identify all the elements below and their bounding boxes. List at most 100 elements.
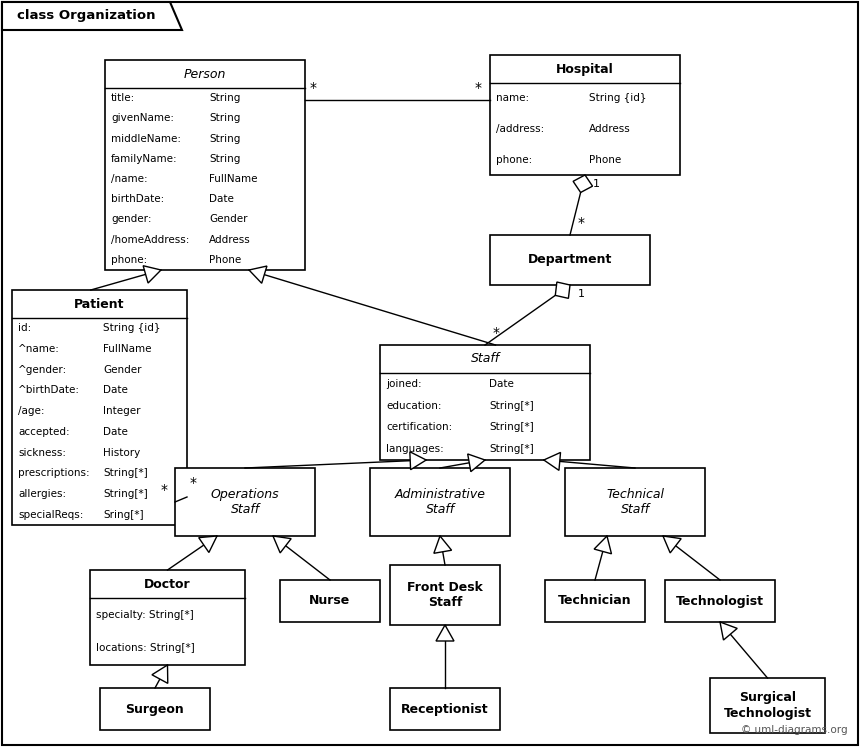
Polygon shape (663, 536, 681, 553)
Text: Patient: Patient (74, 297, 125, 311)
Polygon shape (556, 282, 570, 298)
Polygon shape (594, 536, 611, 554)
Text: Sring[*]: Sring[*] (103, 509, 144, 520)
Text: *: * (310, 81, 317, 95)
Text: Gender: Gender (209, 214, 248, 224)
Text: *: * (190, 476, 197, 490)
Polygon shape (410, 452, 427, 470)
Text: 1: 1 (593, 179, 600, 189)
Bar (90, 570, 245, 665)
Text: String[*]: String[*] (103, 489, 148, 499)
Text: String[*]: String[*] (489, 444, 534, 454)
Text: String: String (209, 93, 241, 103)
Text: givenName:: givenName: (111, 114, 174, 123)
Text: Nurse: Nurse (310, 595, 351, 607)
Text: *: * (161, 483, 168, 497)
Text: Administrative
Staff: Administrative Staff (395, 488, 486, 516)
Text: String: String (209, 154, 241, 164)
Text: ^name:: ^name: (18, 344, 60, 354)
Text: allergies:: allergies: (18, 489, 66, 499)
Bar (565, 468, 705, 536)
Text: Technician: Technician (558, 595, 632, 607)
Polygon shape (2, 2, 182, 30)
Bar (710, 678, 825, 733)
Bar (390, 688, 500, 730)
Text: ^birthDate:: ^birthDate: (18, 385, 80, 395)
Text: Front Desk
Staff: Front Desk Staff (407, 581, 483, 609)
Text: FullName: FullName (209, 174, 257, 184)
Bar (370, 468, 510, 536)
Text: title:: title: (111, 93, 135, 103)
Text: Phone: Phone (209, 255, 242, 265)
Text: © uml-diagrams.org: © uml-diagrams.org (741, 725, 848, 735)
Text: Date: Date (489, 379, 514, 389)
Bar (490, 55, 680, 175)
Text: birthDate:: birthDate: (111, 194, 164, 204)
Text: familyName:: familyName: (111, 154, 178, 164)
Text: Address: Address (589, 124, 630, 134)
Bar (665, 580, 775, 622)
Text: Date: Date (103, 427, 128, 437)
Text: Surgeon: Surgeon (126, 702, 184, 716)
Text: Phone: Phone (589, 155, 621, 164)
Polygon shape (436, 625, 454, 641)
Text: String[*]: String[*] (489, 400, 534, 411)
Text: Receptionist: Receptionist (401, 702, 488, 716)
Text: sickness:: sickness: (18, 447, 66, 458)
Bar (380, 345, 590, 460)
Text: Hospital: Hospital (556, 63, 614, 75)
Text: name:: name: (496, 93, 529, 103)
Polygon shape (720, 622, 737, 640)
Polygon shape (573, 175, 593, 193)
Text: certification:: certification: (386, 422, 452, 433)
Text: phone:: phone: (111, 255, 147, 265)
Text: Doctor: Doctor (144, 577, 191, 590)
Text: specialty: String[*]: specialty: String[*] (96, 610, 194, 620)
Bar (490, 235, 650, 285)
Text: locations: String[*]: locations: String[*] (96, 643, 194, 653)
Text: Department: Department (528, 253, 612, 267)
Text: *: * (578, 216, 585, 230)
Text: Staff: Staff (470, 353, 500, 365)
Text: History: History (103, 447, 140, 458)
Bar (280, 580, 380, 622)
Bar (105, 60, 305, 270)
Text: Operations
Staff: Operations Staff (211, 488, 280, 516)
Text: ^gender:: ^gender: (18, 365, 67, 375)
Text: class Organization: class Organization (16, 10, 156, 22)
Text: Person: Person (184, 67, 226, 81)
Text: *: * (493, 326, 500, 340)
Text: prescriptions:: prescriptions: (18, 468, 89, 478)
Text: languages:: languages: (386, 444, 444, 454)
Text: /name:: /name: (111, 174, 148, 184)
Text: id:: id: (18, 323, 31, 333)
Text: String[*]: String[*] (489, 422, 534, 433)
Text: *: * (475, 81, 482, 95)
Text: 1: 1 (578, 289, 585, 299)
Text: Gender: Gender (103, 365, 142, 375)
Text: /age:: /age: (18, 406, 45, 416)
Text: String {id}: String {id} (103, 323, 161, 333)
Text: phone:: phone: (496, 155, 532, 164)
Polygon shape (152, 665, 168, 684)
Text: middleName:: middleName: (111, 134, 181, 143)
Text: gender:: gender: (111, 214, 151, 224)
Text: Technologist: Technologist (676, 595, 764, 607)
Bar (12, 290, 187, 525)
Polygon shape (433, 536, 452, 554)
Text: accepted:: accepted: (18, 427, 70, 437)
Text: String: String (209, 134, 241, 143)
Text: specialReqs:: specialReqs: (18, 509, 83, 520)
Polygon shape (273, 536, 292, 553)
Text: FullName: FullName (103, 344, 151, 354)
Bar (390, 565, 500, 625)
Text: education:: education: (386, 400, 441, 411)
Text: Surgical
Technologist: Surgical Technologist (723, 692, 812, 719)
Text: Integer: Integer (103, 406, 140, 416)
Polygon shape (544, 453, 561, 471)
Polygon shape (249, 266, 267, 283)
Text: Date: Date (103, 385, 128, 395)
Polygon shape (199, 536, 217, 553)
Polygon shape (468, 454, 485, 471)
Text: /address:: /address: (496, 124, 544, 134)
